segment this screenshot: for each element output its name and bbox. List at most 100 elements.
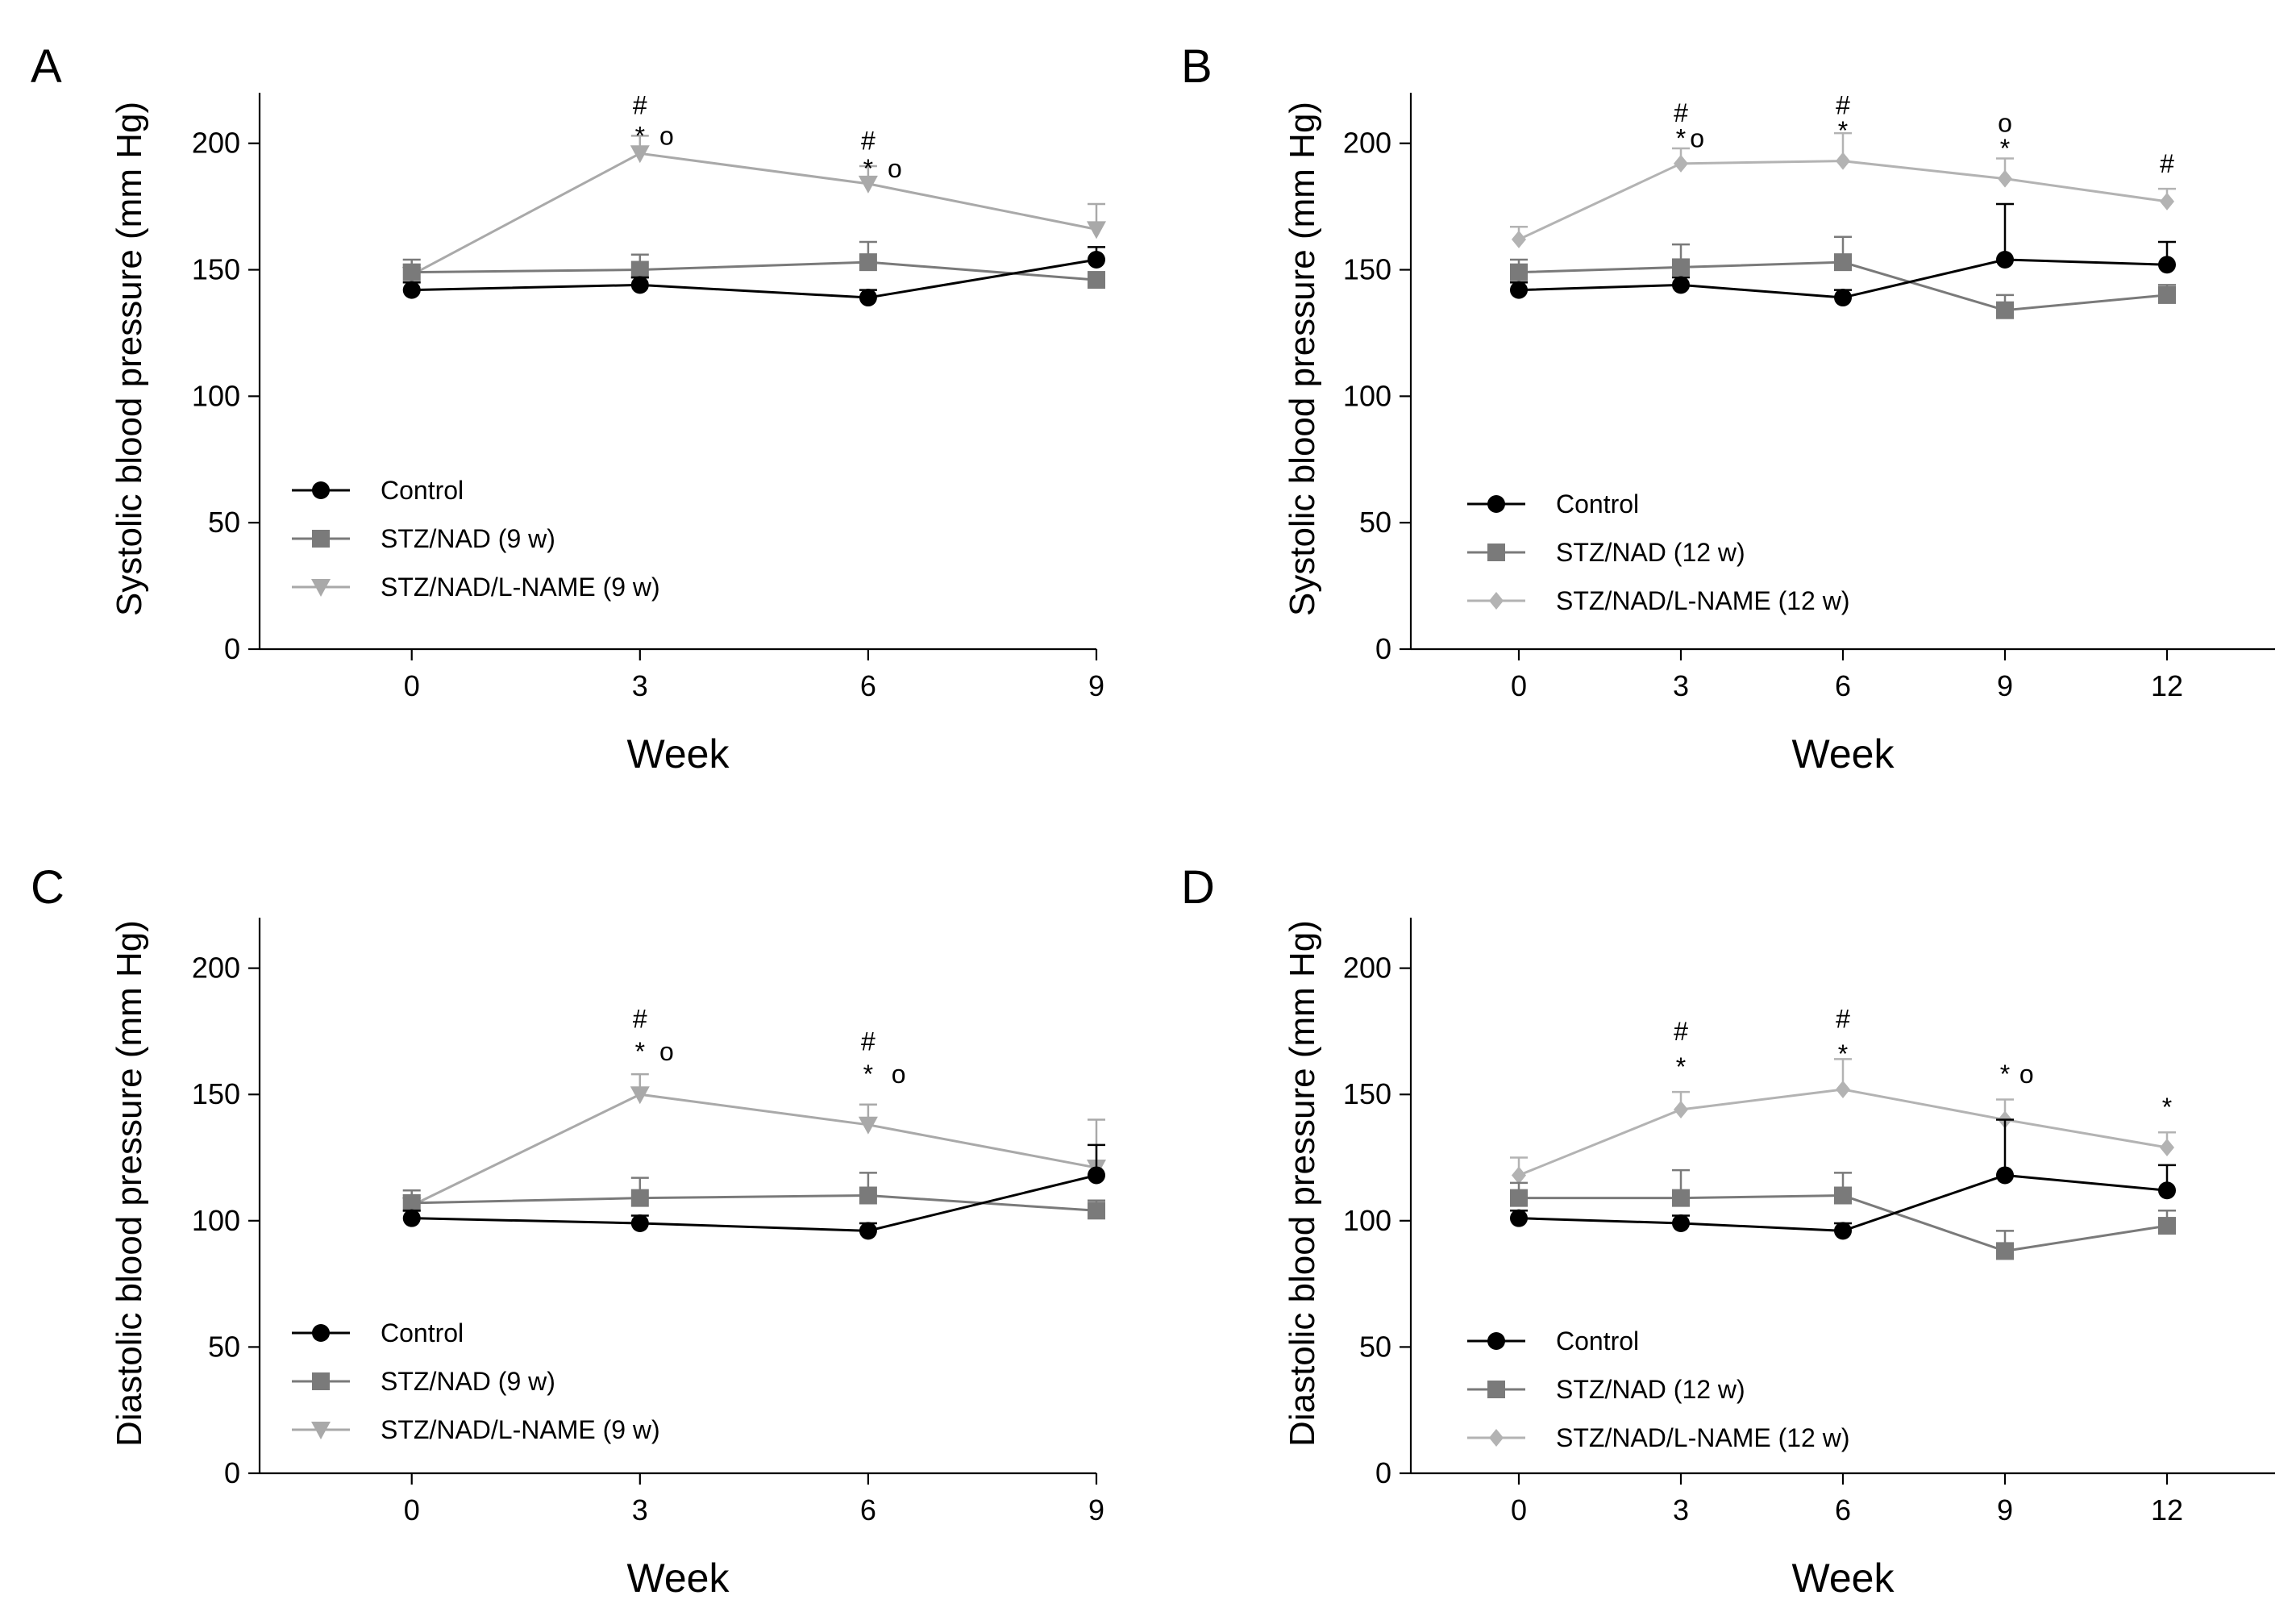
significance-annotation: o: [659, 1037, 674, 1066]
data-point: [402, 263, 421, 281]
series-line: [411, 258, 1097, 299]
data-point: [858, 1116, 878, 1135]
legend-label: Control: [381, 476, 464, 505]
significance-annotation: o: [888, 154, 902, 183]
legend-label: STZ/NAD/L-NAME (12 w): [1556, 1423, 1849, 1452]
y-tick-label: 150: [1343, 1077, 1391, 1110]
significance-annotation: #: [633, 1004, 647, 1033]
series-stz-nad-12-w-b: [1510, 235, 2176, 319]
x-tick-label: 3: [632, 669, 648, 702]
data-point: [402, 1209, 421, 1227]
significance-annotation: *: [2162, 1093, 2172, 1122]
data-point: [630, 145, 650, 164]
data-point: [2160, 192, 2174, 210]
legend-marker: [1489, 592, 1504, 610]
y-axis-label-c: Diastolic blood pressure (mm Hg): [110, 920, 149, 1447]
series-control-d: [1510, 1118, 2176, 1240]
x-axis-label-a: Week: [627, 731, 730, 777]
x-tick-label: 3: [632, 1493, 648, 1526]
y-tick-label: 100: [1343, 1204, 1391, 1237]
data-point: [1087, 221, 1106, 239]
legend-label: Control: [1556, 489, 1639, 519]
data-point: [1836, 1080, 1850, 1098]
data-point: [1672, 258, 1690, 277]
y-tick-label: 0: [1375, 632, 1391, 665]
significance-annotation: *: [2000, 1060, 2010, 1089]
legend-b: Control STZ/NAD (12 w) STZ/NAD/L-NAME (12 …: [1467, 489, 1849, 615]
data-point: [2160, 1138, 2174, 1156]
series-control-c: [402, 1143, 1105, 1240]
data-point: [1834, 1222, 1852, 1240]
x-tick-label: 3: [1673, 669, 1689, 702]
y-tick-label: 100: [192, 379, 240, 412]
significance-annotation: *: [1676, 1052, 1686, 1081]
legend-marker: [1487, 544, 1505, 561]
legend-label: STZ/NAD (12 w): [1556, 1375, 1745, 1404]
x-axis-label-c: Week: [627, 1556, 730, 1601]
x-axis-label-b: Week: [1792, 731, 1895, 777]
y-tick-label: 150: [192, 1077, 240, 1110]
legend-marker: [1487, 1381, 1505, 1398]
y-tick-label: 100: [1343, 379, 1391, 412]
y-tick-label: 50: [208, 1330, 240, 1363]
significance-annotation: *: [2000, 134, 2010, 163]
x-tick-label: 9: [1088, 669, 1104, 702]
x-tick-label: 3: [1673, 1493, 1689, 1526]
significance-annotation: #: [2160, 149, 2174, 178]
y-tick-label: 200: [192, 127, 240, 160]
legend-label: STZ/NAD/L-NAME (9 w): [381, 1415, 660, 1444]
series-line: [411, 1093, 1097, 1207]
panel-letter-a: A: [31, 40, 62, 93]
panel-letter-c: C: [31, 861, 64, 914]
significance-annotation: #: [1674, 1017, 1688, 1046]
x-tick-label: 6: [1835, 1493, 1851, 1526]
significance-annotation: o: [892, 1060, 906, 1089]
significance-annotation: o: [659, 121, 674, 150]
y-tick-label: 50: [1359, 506, 1391, 539]
series-control-a: [402, 246, 1105, 307]
data-point: [630, 1189, 649, 1207]
series-stz-nad-9-w-a: [402, 240, 1105, 289]
significance-annotation: *: [863, 1060, 873, 1089]
legend-label: STZ/NAD/L-NAME (12 w): [1556, 586, 1849, 615]
panel-letter-d: D: [1181, 861, 1215, 914]
data-point: [1996, 301, 2014, 319]
panel-b: B 0 50 100 150 200 0 3 6 9 12 Week Systolic blood pr…: [1181, 40, 2275, 777]
data-point: [630, 260, 649, 279]
data-point: [1512, 230, 1526, 248]
legend-label: STZ/NAD/L-NAME (9 w): [381, 573, 660, 602]
series-control-b: [1510, 202, 2176, 307]
data-point: [859, 1186, 877, 1205]
data-point: [1996, 251, 2014, 269]
data-point: [1672, 1214, 1690, 1232]
significance-annotation: o: [2019, 1060, 2034, 1089]
data-point: [1836, 152, 1850, 170]
y-tick-label: 150: [192, 253, 240, 286]
y-tick-label: 50: [208, 506, 240, 539]
panel-a: A 0 50 100 150 200 0 3 6 9 Week Systolic blood pres…: [31, 40, 1106, 777]
significance-annotation: *: [1676, 123, 1686, 152]
data-point: [2158, 1217, 2176, 1235]
significance-annotation: *: [863, 154, 873, 183]
x-tick-label: 9: [1997, 1493, 2013, 1526]
x-tick-label: 6: [1835, 669, 1851, 702]
data-point: [2158, 256, 2176, 274]
legend-marker: [312, 1324, 330, 1342]
y-tick-label: 100: [192, 1204, 240, 1237]
x-tick-label: 12: [2151, 1493, 2183, 1526]
data-point: [1834, 1186, 1852, 1205]
legend-label: STZ/NAD (12 w): [1556, 538, 1745, 567]
series-line: [411, 1173, 1097, 1232]
y-axis-label-a: Systolic blood pressure (mm Hg): [110, 102, 149, 616]
data-point: [1834, 289, 1852, 307]
significance-annotation: #: [633, 91, 647, 120]
x-tick-label: 0: [404, 669, 420, 702]
legend-a: Control STZ/NAD (9 w) STZ/NAD/L-NAME (9 w): [292, 476, 660, 602]
legend-label: Control: [381, 1318, 464, 1347]
x-tick-label: 9: [1088, 1493, 1104, 1526]
legend-marker: [311, 1422, 331, 1439]
series-stz-nad-l-name-12-w-d: [1510, 1058, 2176, 1185]
x-tick-label: 6: [860, 669, 876, 702]
data-point: [630, 1214, 649, 1232]
